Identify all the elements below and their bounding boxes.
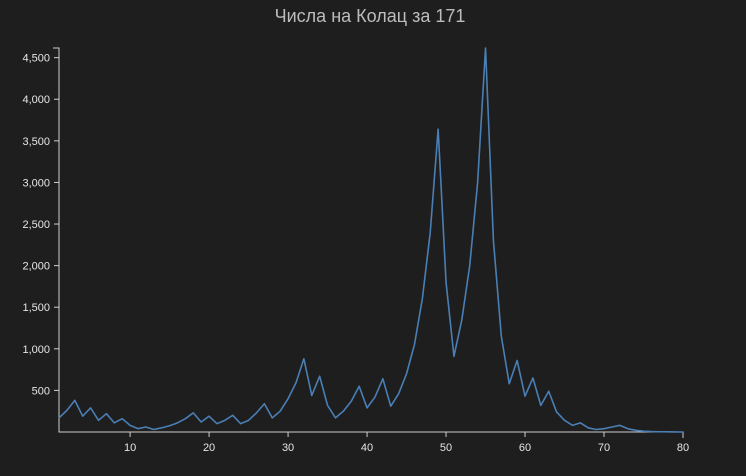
axis-frame (53, 47, 684, 438)
x-tick-label: 20 (203, 442, 215, 454)
y-tick-label: 1,000 (22, 344, 50, 356)
x-tick-label: 50 (440, 442, 452, 454)
chart-title: Числа на Колац за 171 (274, 6, 466, 26)
series-line (58, 47, 684, 433)
x-tick-label: 70 (598, 442, 610, 454)
y-tick-label: 2,500 (22, 219, 50, 231)
x-tick-label: 40 (361, 442, 373, 454)
x-tick-label: 10 (124, 442, 136, 454)
y-tick-label: 4,500 (22, 53, 50, 65)
x-tick-label: 80 (677, 442, 689, 454)
y-tick-label: 1,500 (22, 302, 50, 314)
y-tick-label: 2,000 (22, 261, 50, 273)
y-tick-label: 4,000 (22, 94, 50, 106)
x-tick-label: 60 (519, 442, 531, 454)
x-tick-label: 30 (282, 442, 294, 454)
y-tick-label: 3,500 (22, 136, 50, 148)
y-tick-label: 500 (32, 385, 50, 397)
y-tick-label: 3,000 (22, 177, 50, 189)
